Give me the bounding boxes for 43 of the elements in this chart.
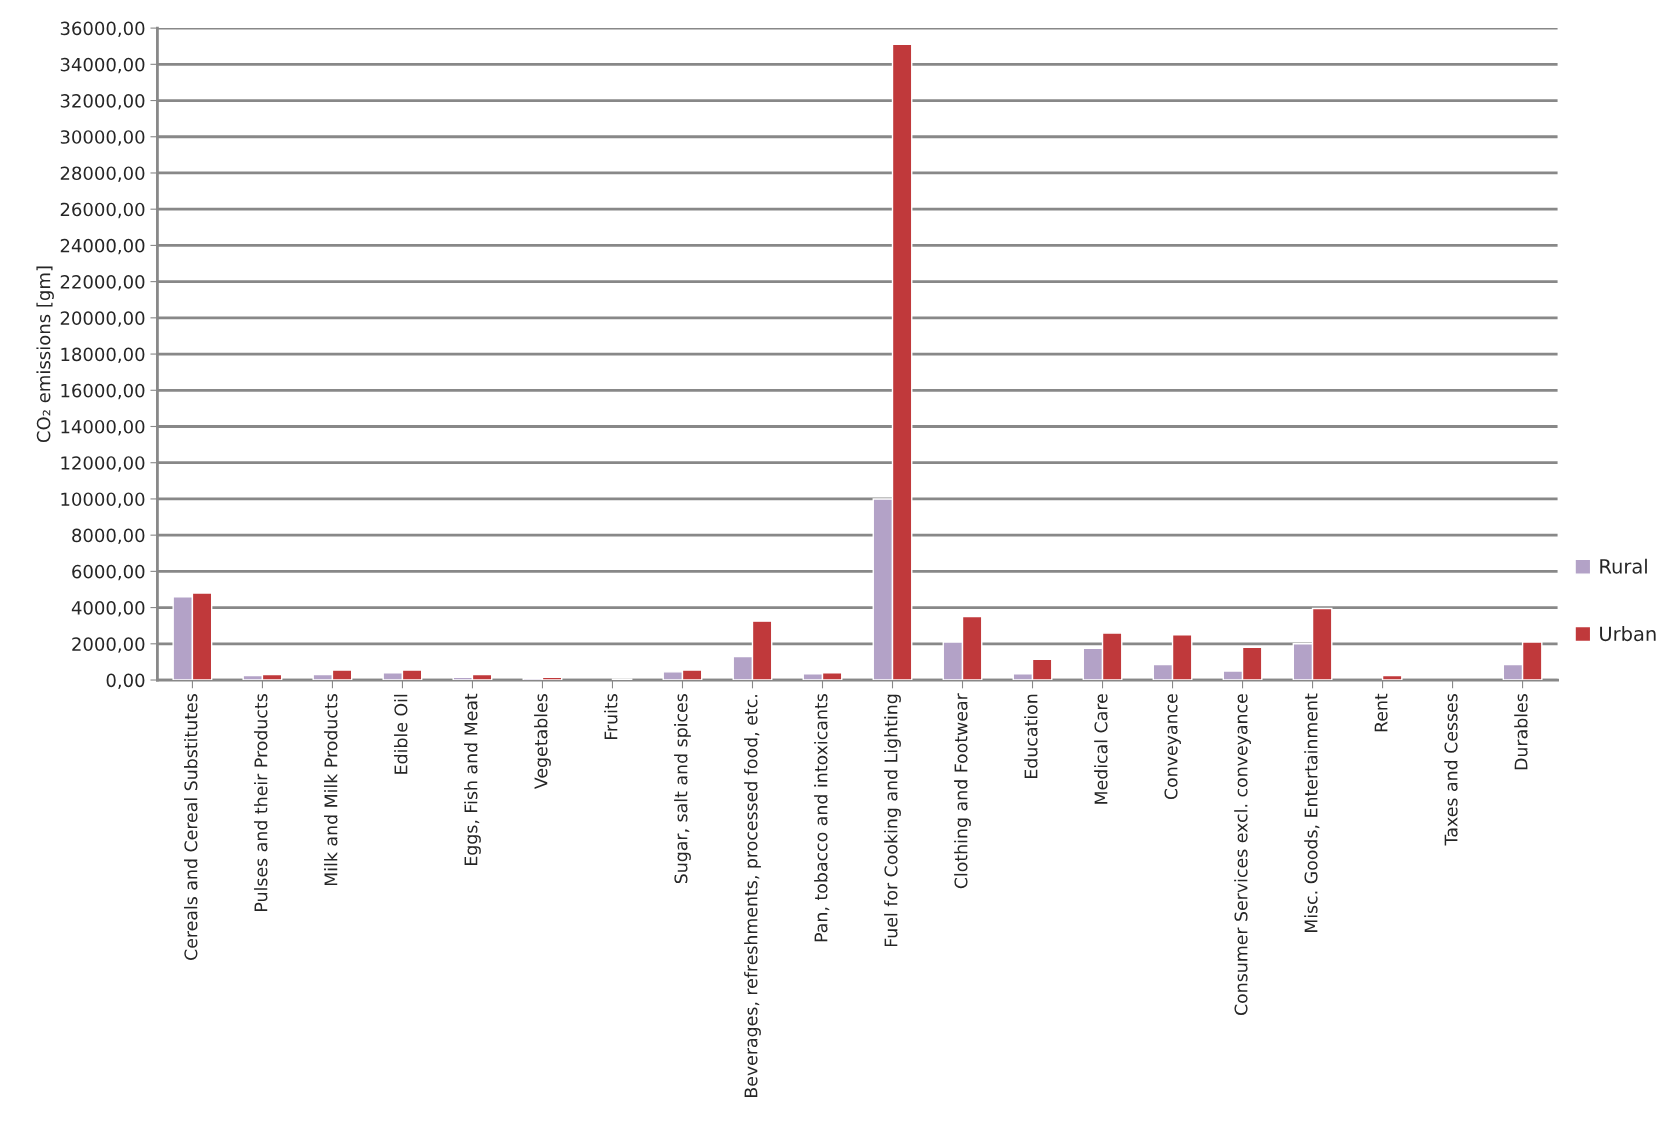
y-tick-label: 22000,00: [60, 275, 145, 291]
x-tick-label: Misc. Goods, Entertainment: [1304, 693, 1320, 933]
y-tick-label: 20000,00: [60, 311, 145, 327]
x-tick-label: Clothing and Footwear: [954, 693, 971, 889]
y-tick-label: 16000,00: [61, 383, 145, 400]
y-tick-label: 8000,00: [72, 528, 145, 545]
x-tick-label: Beverages, refreshments, processed food, etc.: [744, 695, 761, 1098]
y-axis-title: CO₂ emissions [gm]: [36, 266, 54, 443]
bar: [1381, 674, 1403, 681]
y-tick-label: 0,00: [106, 673, 145, 689]
y-tick-label: 2000,00: [72, 637, 145, 653]
y-tick-label: 36000,00: [60, 21, 145, 38]
x-tick-label: Education: [1024, 694, 1038, 778]
y-tick-label: 14000,00: [61, 419, 145, 436]
x-tick-label: Consumer Services excl. conveyance: [1234, 694, 1251, 1016]
x-tick-label: Medical Care: [1094, 694, 1108, 804]
x-tick-label: Taxes and Cesses: [1444, 694, 1458, 846]
y-tick-label: 18000,00: [61, 347, 145, 364]
x-tick-label: Fruits: [604, 694, 618, 740]
x-tick-label: Fuel for Cooking and Lighting: [884, 694, 901, 947]
x-tick-label: Eggs, Fish and Meat: [464, 693, 481, 866]
y-tick-label: 26000,00: [60, 202, 145, 219]
y-tick-label: 28000,00: [60, 166, 145, 182]
x-tick-label: Pulses and their Products: [254, 694, 268, 911]
x-tick-label: Durables: [1514, 694, 1528, 770]
x-tick-label: Milk and Milk Products: [324, 694, 338, 886]
x-tick-label: Vegetables: [534, 694, 551, 790]
legend-label: Urban: [1600, 626, 1656, 642]
legend-label: Rural: [1600, 558, 1647, 574]
y-tick-label: 12000,00: [61, 456, 145, 472]
x-tick-label: Cereals and Cereal Substitutes: [184, 694, 198, 960]
y-tick-label: 32000,00: [60, 93, 145, 110]
y-tick-label: 34000,00: [60, 57, 145, 74]
x-tick-label: Rent: [1374, 693, 1388, 732]
x-tick-label: Sugar, salt and spices: [674, 694, 691, 884]
y-tick-label: 10000,00: [61, 492, 145, 508]
y-tick-label: 24000,00: [60, 238, 145, 255]
x-tick-label: Conveyance: [1164, 694, 1181, 800]
x-tick-label: Pan, tobacco and intoxicants: [814, 694, 830, 942]
y-tick-label: 30000,00: [60, 130, 145, 146]
y-tick-label: 4000,00: [71, 601, 145, 617]
x-tick-label: Edible Oil: [394, 694, 408, 774]
y-tick-label: 6000,00: [72, 564, 145, 581]
